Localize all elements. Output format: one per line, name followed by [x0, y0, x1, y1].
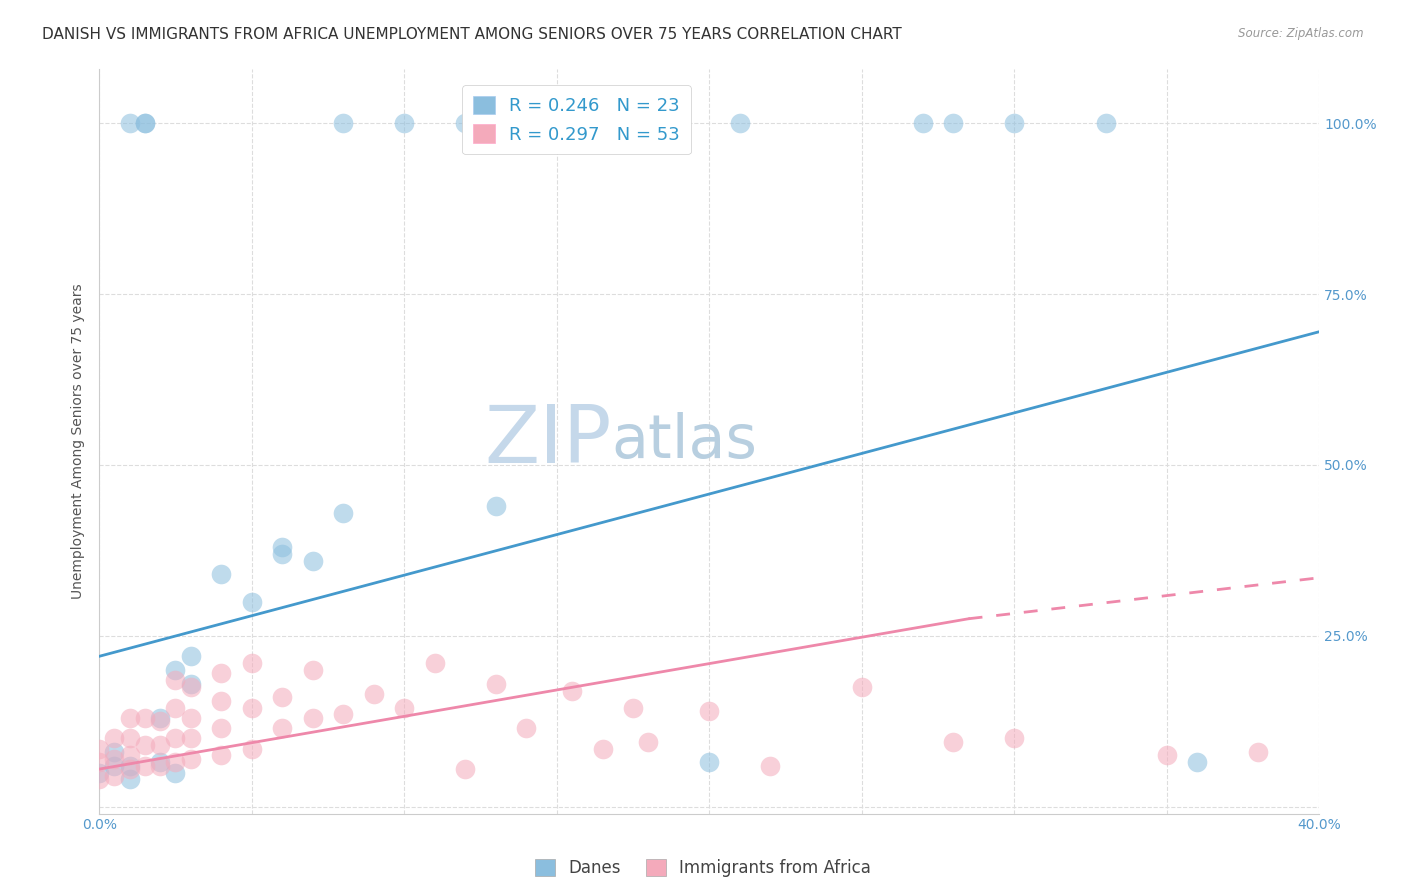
Point	[240, 656, 263, 670]
Point	[1187, 756, 1209, 770]
Point	[209, 694, 232, 708]
Point	[149, 758, 172, 772]
Point	[149, 714, 172, 729]
Point	[165, 756, 187, 770]
Point	[271, 721, 294, 735]
Point	[301, 554, 323, 568]
Point	[271, 690, 294, 705]
Text: DANISH VS IMMIGRANTS FROM AFRICA UNEMPLOYMENT AMONG SENIORS OVER 75 YEARS CORREL: DANISH VS IMMIGRANTS FROM AFRICA UNEMPLO…	[42, 27, 901, 42]
Point	[134, 116, 156, 130]
Point	[180, 752, 202, 766]
Point	[180, 649, 202, 664]
Point	[89, 741, 111, 756]
Point	[301, 663, 323, 677]
Point	[149, 738, 172, 752]
Point	[240, 594, 263, 608]
Point	[118, 711, 141, 725]
Point	[1247, 745, 1270, 759]
Point	[332, 116, 354, 130]
Point	[485, 676, 508, 690]
Point	[165, 700, 187, 714]
Point	[180, 711, 202, 725]
Point	[118, 762, 141, 776]
Legend: R = 0.246   N = 23, R = 0.297   N = 53: R = 0.246 N = 23, R = 0.297 N = 53	[463, 85, 690, 154]
Point	[332, 707, 354, 722]
Point	[240, 741, 263, 756]
Point	[89, 765, 111, 780]
Point	[485, 499, 508, 513]
Point	[392, 116, 415, 130]
Point	[332, 506, 354, 520]
Text: atlas: atlas	[612, 411, 758, 470]
Point	[89, 772, 111, 787]
Point	[851, 680, 873, 694]
Point	[271, 540, 294, 554]
Point	[134, 116, 156, 130]
Point	[637, 735, 659, 749]
Text: ZIP: ZIP	[484, 402, 612, 480]
Text: Source: ZipAtlas.com: Source: ZipAtlas.com	[1239, 27, 1364, 40]
Point	[134, 738, 156, 752]
Point	[515, 721, 537, 735]
Point	[180, 731, 202, 746]
Point	[118, 748, 141, 763]
Point	[911, 116, 934, 130]
Point	[149, 711, 172, 725]
Point	[180, 680, 202, 694]
Point	[728, 116, 751, 130]
Point	[697, 756, 720, 770]
Point	[118, 772, 141, 787]
Point	[697, 704, 720, 718]
Point	[561, 683, 583, 698]
Point	[621, 700, 644, 714]
Point	[103, 769, 125, 783]
Point	[103, 731, 125, 746]
Point	[118, 758, 141, 772]
Point	[515, 116, 537, 130]
Point	[271, 547, 294, 561]
Y-axis label: Unemployment Among Seniors over 75 years: Unemployment Among Seniors over 75 years	[72, 284, 86, 599]
Point	[1002, 116, 1025, 130]
Point	[103, 758, 125, 772]
Point	[209, 721, 232, 735]
Point	[134, 711, 156, 725]
Point	[209, 567, 232, 582]
Point	[759, 758, 782, 772]
Point	[103, 752, 125, 766]
Point	[423, 656, 446, 670]
Point	[89, 756, 111, 770]
Point	[209, 666, 232, 681]
Point	[942, 116, 965, 130]
Point	[118, 116, 141, 130]
Point	[103, 745, 125, 759]
Point	[134, 758, 156, 772]
Point	[165, 765, 187, 780]
Point	[592, 741, 614, 756]
Point	[180, 676, 202, 690]
Point	[1002, 731, 1025, 746]
Point	[165, 663, 187, 677]
Point	[165, 731, 187, 746]
Point	[668, 116, 690, 130]
Legend: Danes, Immigrants from Africa: Danes, Immigrants from Africa	[529, 852, 877, 884]
Point	[392, 700, 415, 714]
Point	[149, 756, 172, 770]
Point	[454, 762, 477, 776]
Point	[118, 731, 141, 746]
Point	[240, 700, 263, 714]
Point	[301, 711, 323, 725]
Point	[209, 748, 232, 763]
Point	[1095, 116, 1118, 130]
Point	[942, 735, 965, 749]
Point	[165, 673, 187, 688]
Point	[363, 687, 385, 701]
Point	[454, 116, 477, 130]
Point	[1156, 748, 1178, 763]
